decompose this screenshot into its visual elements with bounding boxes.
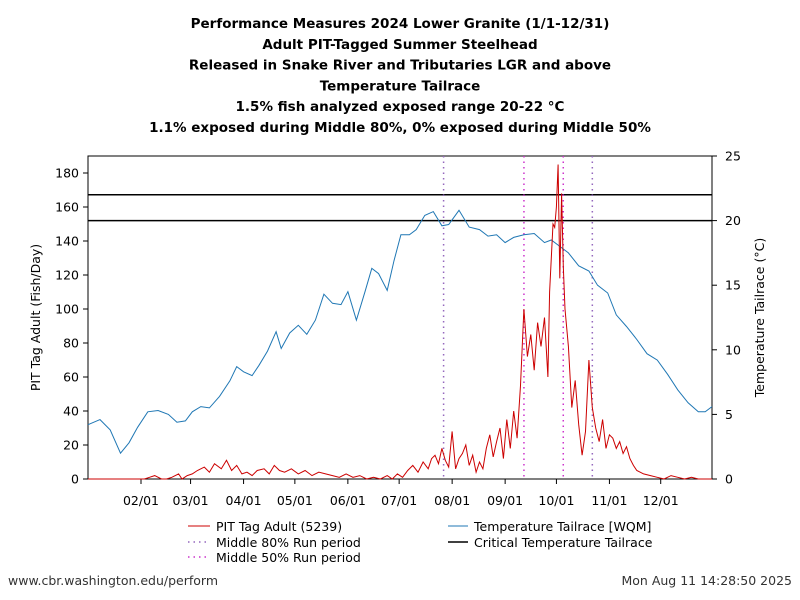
left-y-tick-label: 80 [63,336,79,351]
left-y-tick-label: 40 [63,404,79,419]
plot-area [87,155,713,480]
left-y-tick-label: 180 [55,166,79,181]
chart-title-line: Adult PIT-Tagged Summer Steelhead [262,37,537,53]
left-axis-title: PIT Tag Adult (Fish/Day) [28,244,43,391]
right-y-tick-label: 5 [725,407,733,422]
x-tick-label: 10/01 [538,493,574,508]
legend-temp-label: Temperature Tailrace [WQM] [473,519,651,534]
left-y-tick-label: 60 [63,370,79,385]
x-tick-label: 06/01 [330,493,366,508]
fish-series-line [88,164,712,480]
legend-critical-label: Critical Temperature Tailrace [474,535,653,550]
x-axis: 02/01 03/01 04/01 05/01 06/01 07/01 08/01 09/01… [123,479,679,508]
x-tick-label: 02/01 [123,493,159,508]
right-y-axis: 0 5 10 15 20 25 [712,149,741,487]
legend-mid80-label: Middle 80% Run period [216,535,361,550]
chart-title-line: Released in Snake River and Tributaries … [189,58,611,74]
chart-title-line: Performance Measures 2024 Lower Granite … [191,16,610,32]
footer-timestamp: Mon Aug 11 14:28:50 2025 [621,573,792,588]
footer-link[interactable]: www.cbr.washington.edu/perform [8,573,218,588]
right-y-tick-label: 0 [725,472,733,487]
chart-title-line: Temperature Tailrace [320,78,481,94]
critical-temperature-lines [88,194,712,222]
right-y-tick-label: 25 [725,149,741,164]
left-y-tick-label: 0 [71,472,79,487]
right-axis-title: Temperature Tailrace (°C) [752,238,767,398]
x-tick-label: 07/01 [381,493,417,508]
x-tick-label: 09/01 [487,493,523,508]
left-y-tick-label: 120 [55,268,79,283]
temperature-series-line [87,209,713,455]
chart-title-block: Performance Measures 2024 Lower Granite … [149,16,651,136]
x-tick-label: 11/01 [591,493,627,508]
left-y-axis: 0 20 40 60 80 100 120 140 160 180 [55,166,88,487]
x-tick-label: 12/01 [643,493,679,508]
right-y-tick-label: 20 [725,213,741,228]
x-tick-label: 05/01 [277,493,313,508]
footer-url[interactable]: www.cbr.washington.edu/perform [8,573,218,588]
left-y-tick-label: 100 [55,302,79,317]
x-tick-label: 04/01 [226,493,262,508]
x-tick-label: 03/01 [173,493,209,508]
chart-title-line: 1.1% exposed during Middle 80%, 0% expos… [149,120,651,136]
chart-title-line: 1.5% fish analyzed exposed range 20-22 °… [236,99,565,115]
legend-fish-label: PIT Tag Adult (5239) [216,519,342,534]
right-y-tick-label: 10 [725,342,741,357]
legend: PIT Tag Adult (5239) Temperature Tailrac… [188,519,653,565]
left-y-tick-label: 160 [55,200,79,215]
x-tick-label: 08/01 [434,493,470,508]
right-y-tick-label: 15 [725,278,741,293]
left-y-tick-label: 140 [55,234,79,249]
legend-mid50-label: Middle 50% Run period [216,550,361,565]
left-y-tick-label: 20 [63,438,79,453]
